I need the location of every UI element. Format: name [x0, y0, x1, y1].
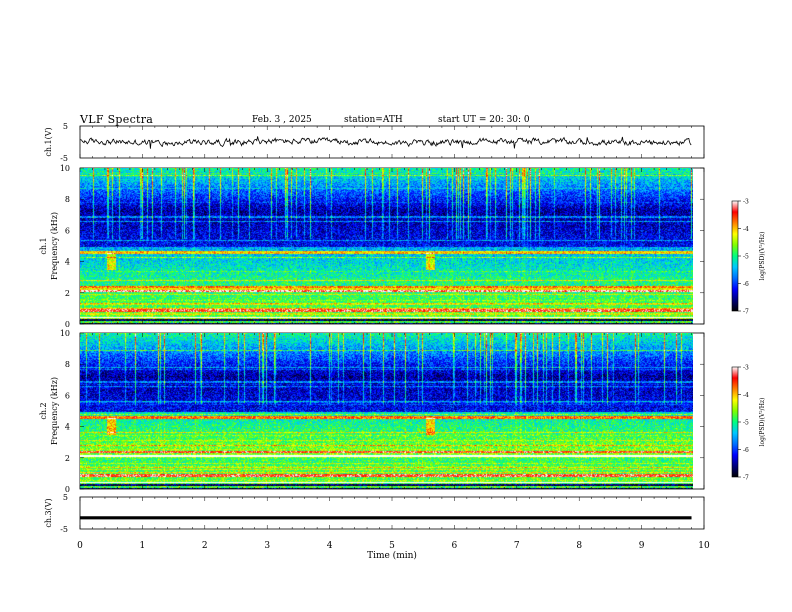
- x-tick-label: 4: [327, 541, 333, 551]
- ch1-spectrogram-image: [80, 168, 693, 324]
- ch1-ylabel: ch.1(V): [44, 127, 53, 156]
- ch1-colorbar: -3 -4 -5 -6 -7 log(PSD)(V²/Hz): [731, 199, 766, 316]
- ch1-ylabel-channel: ch.1: [39, 237, 48, 254]
- frequency-tick-label: 4: [65, 258, 70, 267]
- colorbar-tick-label: -4: [743, 392, 749, 399]
- ch3-waveform-panel: 5 -5 ch.3(V): [44, 493, 705, 534]
- frequency-tick-label: 10: [60, 164, 70, 173]
- ch3-ytick-bottom: -5: [60, 525, 68, 534]
- x-tick-label: 8: [576, 541, 582, 551]
- ch1-spectrogram-panel: 0 2 4 6 8 10 ch.1 Frequency (kHz): [39, 164, 705, 329]
- x-tick-label: 2: [202, 541, 208, 551]
- x-tick-label: 5: [389, 541, 395, 551]
- ch2-ylabel-channel: ch.2: [39, 402, 48, 419]
- colorbar-tick-label: -4: [743, 226, 749, 233]
- x-tick-label: 10: [698, 541, 710, 551]
- time-axis: 0 1 2 3 4 5 6 7 8 9 10: [77, 126, 710, 551]
- ch1-waveform-panel: 5 -5 ch.1(V): [44, 122, 705, 163]
- ch2-spectrogram-panel: 0 2 4 6 8 10 ch.2 Frequency (kHz): [39, 329, 705, 494]
- ch2-ylabel-frequency: Frequency (kHz): [50, 377, 59, 445]
- ch1-ytick-bottom: -5: [60, 154, 68, 163]
- ch1-waveform-line: [79, 136, 692, 149]
- ch1-ytick-top: 5: [63, 122, 68, 131]
- ch3-ylabel: ch.3(V): [44, 498, 53, 527]
- colorbar-tick-label: -3: [743, 199, 749, 206]
- colorbar-tick-label: -3: [743, 365, 749, 372]
- frequency-tick-label: 2: [65, 289, 70, 298]
- ch2-spectrogram-image: [80, 333, 693, 489]
- x-tick-label: 6: [452, 541, 458, 551]
- start-time-label: start UT = 20: 30: 0: [438, 115, 530, 125]
- colorbar-tick-label: -6: [743, 281, 749, 288]
- x-tick-label: 7: [514, 541, 520, 551]
- recording-date: Feb. 3 , 2025: [252, 115, 312, 125]
- colorbar-tick-label: -5: [743, 420, 749, 427]
- frequency-tick-label: 2: [65, 454, 70, 463]
- x-tick-label: 1: [140, 541, 146, 551]
- ch2-colorbar: -3 -4 -5 -6 -7 log(PSD)(V²/Hz): [731, 365, 766, 482]
- ch1-ylabel-frequency: Frequency (kHz): [50, 212, 59, 280]
- frequency-tick-label: 6: [65, 226, 70, 235]
- ch2-colorbar-label: log(PSD)(V²/Hz): [759, 398, 766, 447]
- colorbar-tick-label: -7: [743, 475, 749, 482]
- frequency-tick-label: 6: [65, 391, 70, 400]
- station-label: station=ATH: [344, 115, 403, 125]
- colorbar-tick-label: -6: [743, 447, 749, 454]
- x-axis-label: Time (min): [367, 550, 417, 561]
- chart-title: VLF Spectra: [80, 113, 154, 126]
- frequency-tick-label: 8: [65, 360, 70, 369]
- x-tick-label: 0: [77, 541, 83, 551]
- colorbar-tick-label: -5: [743, 254, 749, 261]
- ch3-ytick-top: 5: [63, 493, 68, 502]
- frequency-tick-label: 10: [60, 329, 70, 338]
- x-tick-label: 3: [264, 541, 270, 551]
- colorbar-tick-label: -7: [743, 309, 749, 316]
- frequency-tick-label: 0: [65, 320, 70, 329]
- ch1-colorbar-label: log(PSD)(V²/Hz): [759, 232, 766, 281]
- x-tick-label: 9: [639, 541, 645, 551]
- frequency-tick-label: 0: [65, 485, 70, 494]
- frequency-tick-label: 4: [65, 423, 70, 432]
- frequency-tick-label: 8: [65, 195, 70, 204]
